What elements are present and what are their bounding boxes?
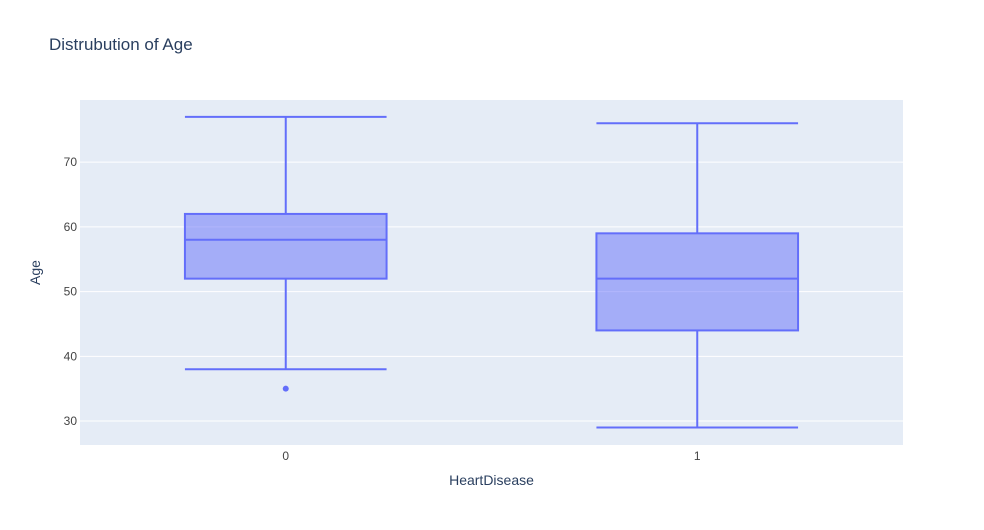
outlier-point-0-0: [282, 385, 289, 392]
box-1: [595, 122, 800, 429]
x-tick-label-0: 0: [282, 449, 289, 463]
y-tick-label-70: 70: [64, 155, 78, 169]
boxes: [183, 115, 800, 429]
x-axis-label: HeartDisease: [449, 472, 534, 488]
y-axis-ticks: 30 40 50 60 70: [64, 155, 78, 428]
chart-title: Distrubution of Age: [49, 35, 193, 54]
x-tick-label-1: 1: [694, 449, 701, 463]
y-axis-label: Age: [27, 260, 43, 285]
y-tick-label-30: 30: [64, 414, 78, 428]
box-0: [183, 115, 388, 392]
iqr-box-0: [183, 212, 388, 280]
y-tick-label-60: 60: [64, 220, 78, 234]
iqr-box-1: [595, 232, 800, 332]
y-tick-label-50: 50: [64, 285, 78, 299]
y-tick-label-40: 40: [64, 349, 78, 363]
